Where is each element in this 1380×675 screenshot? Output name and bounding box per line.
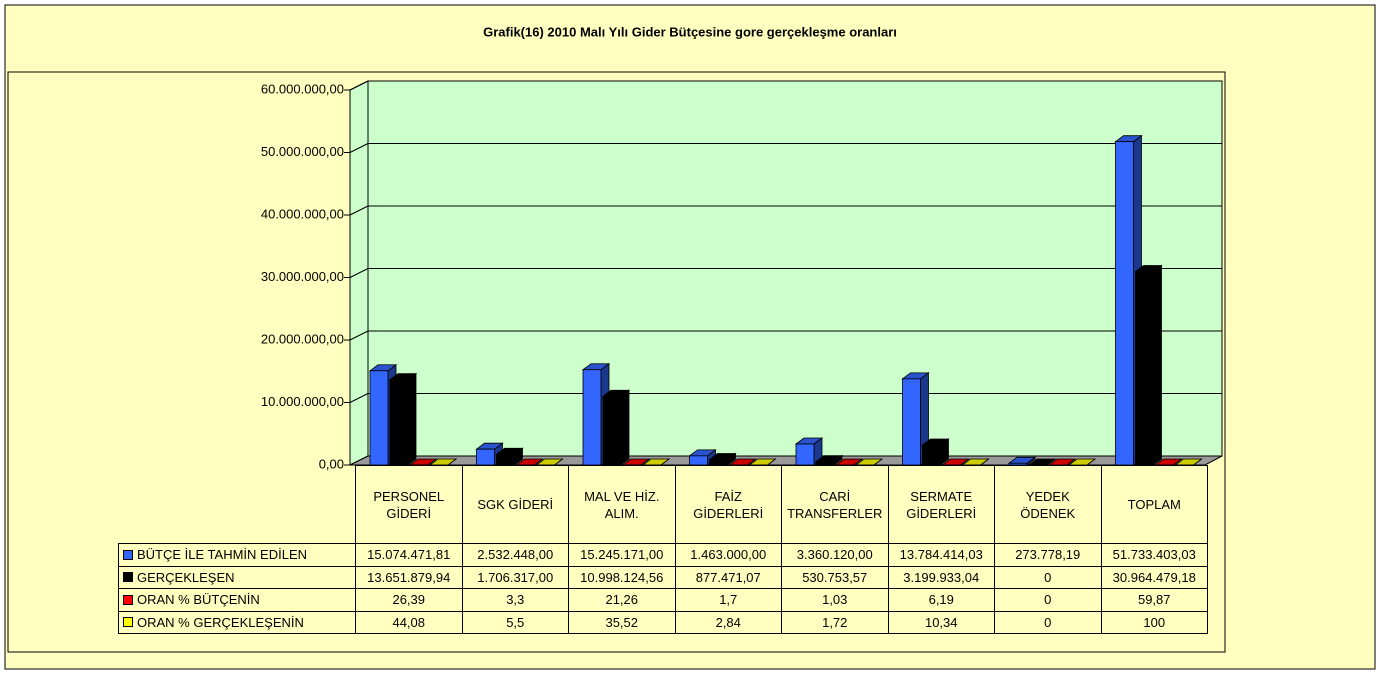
data-label: 2.532.448,00 [461,543,569,567]
bar-side [620,389,630,466]
data-label: 35,52 [568,610,676,634]
y-tick-label: 60.000.000,00 [261,81,344,96]
bar [1008,462,1028,466]
bar [476,448,495,466]
legend-entry: ORAN % GERÇEKLEŞENİN [118,610,356,634]
data-label: 15.245.171,00 [568,543,676,567]
data-label: 3.199.933,04 [887,565,995,589]
data-label: 3.360.120,00 [781,543,889,567]
category-label: TOPLAM [1100,465,1208,544]
data-label: 44,08 [355,610,463,634]
data-label: 13.784.414,03 [887,543,995,567]
y-tick-label: 20.000.000,00 [261,331,344,346]
data-label: 51.733.403,03 [1100,543,1208,567]
data-label: 10,34 [887,610,995,634]
grid-line [349,143,369,153]
bar [582,369,602,466]
chart-title: Grafik(16) 2010 Malı Yılı Gider Bütçesin… [483,24,897,39]
bar [369,370,389,466]
category-label: MAL VE HİZ. ALIM. [568,465,676,544]
bar [389,379,409,466]
bar [1115,141,1134,466]
grid-line [349,268,369,278]
y-tick-label: 10.000.000,00 [261,394,344,409]
data-label: 0 [994,610,1102,634]
grid-line [349,80,369,91]
data-label: 0 [994,588,1102,612]
grid-line [349,330,369,341]
category-label: FAİZ GİDERLERİ [674,465,782,544]
y-tick-label: 40.000.000,00 [261,206,344,221]
legend-entry: BÜTÇE İLE TAHMİN EDİLEN [118,543,356,567]
data-label: 2,84 [674,610,782,634]
legend-label: BÜTÇE İLE TAHMİN EDİLEN [137,547,307,563]
legend-label: ORAN % BÜTÇENİN [137,592,260,608]
category-label: SERMATE GİDERLERİ [887,465,995,544]
data-label: 13.651.879,94 [355,565,463,589]
legend-swatch [123,617,133,628]
bar [902,378,921,466]
legend-label: ORAN % GERÇEKLEŞENİN [137,614,304,630]
bar [496,453,515,466]
y-tick-label: 0,00 [319,456,344,471]
data-label: 6,19 [887,588,995,612]
grid-line [349,393,369,403]
bar [1135,271,1154,466]
data-label: 877.471,07 [674,565,782,589]
data-label: 100 [1100,610,1208,634]
legend-swatch [123,594,133,605]
data-label: 59,87 [1100,588,1208,612]
data-label: 10.998.124,56 [568,565,676,589]
data-label: 3,3 [461,588,569,612]
category-label: CARİ TRANSFERLER [781,465,889,544]
bar [922,444,941,466]
legend-label: GERÇEKLEŞEN [137,569,235,585]
data-label: 26,39 [355,588,463,612]
data-label: 530.753,57 [781,565,889,589]
data-label: 21,26 [568,588,676,612]
data-label: 1,7 [674,588,782,612]
category-label: PERSONEL GİDERİ [355,465,463,544]
y-tick-label: 30.000.000,00 [261,269,344,284]
y-tick-label: 50.000.000,00 [261,144,344,159]
legend-swatch [123,549,133,560]
data-label: 5,5 [461,610,569,634]
data-label: 1,03 [781,588,889,612]
category-label: SGK GİDERİ [461,465,569,544]
data-label: 273.778,19 [994,543,1102,567]
data-label: 1,72 [781,610,889,634]
bar-side [407,372,417,466]
bar [795,443,815,466]
data-label: 30.964.479,18 [1100,565,1208,589]
grid-line [349,205,369,216]
legend-entry: GERÇEKLEŞEN [118,565,356,589]
bar [689,455,708,466]
data-label: 1.706.317,00 [461,565,569,589]
data-label: 15.074.471,81 [355,543,463,567]
data-label: 1.463.000,00 [674,543,782,567]
legend-entry: ORAN % BÜTÇENİN [118,588,356,612]
data-label: 0 [994,565,1102,589]
bar-side [1153,264,1162,466]
legend-swatch [123,572,133,583]
category-label: YEDEK ÖDENEK [994,465,1102,544]
bar [602,395,622,466]
